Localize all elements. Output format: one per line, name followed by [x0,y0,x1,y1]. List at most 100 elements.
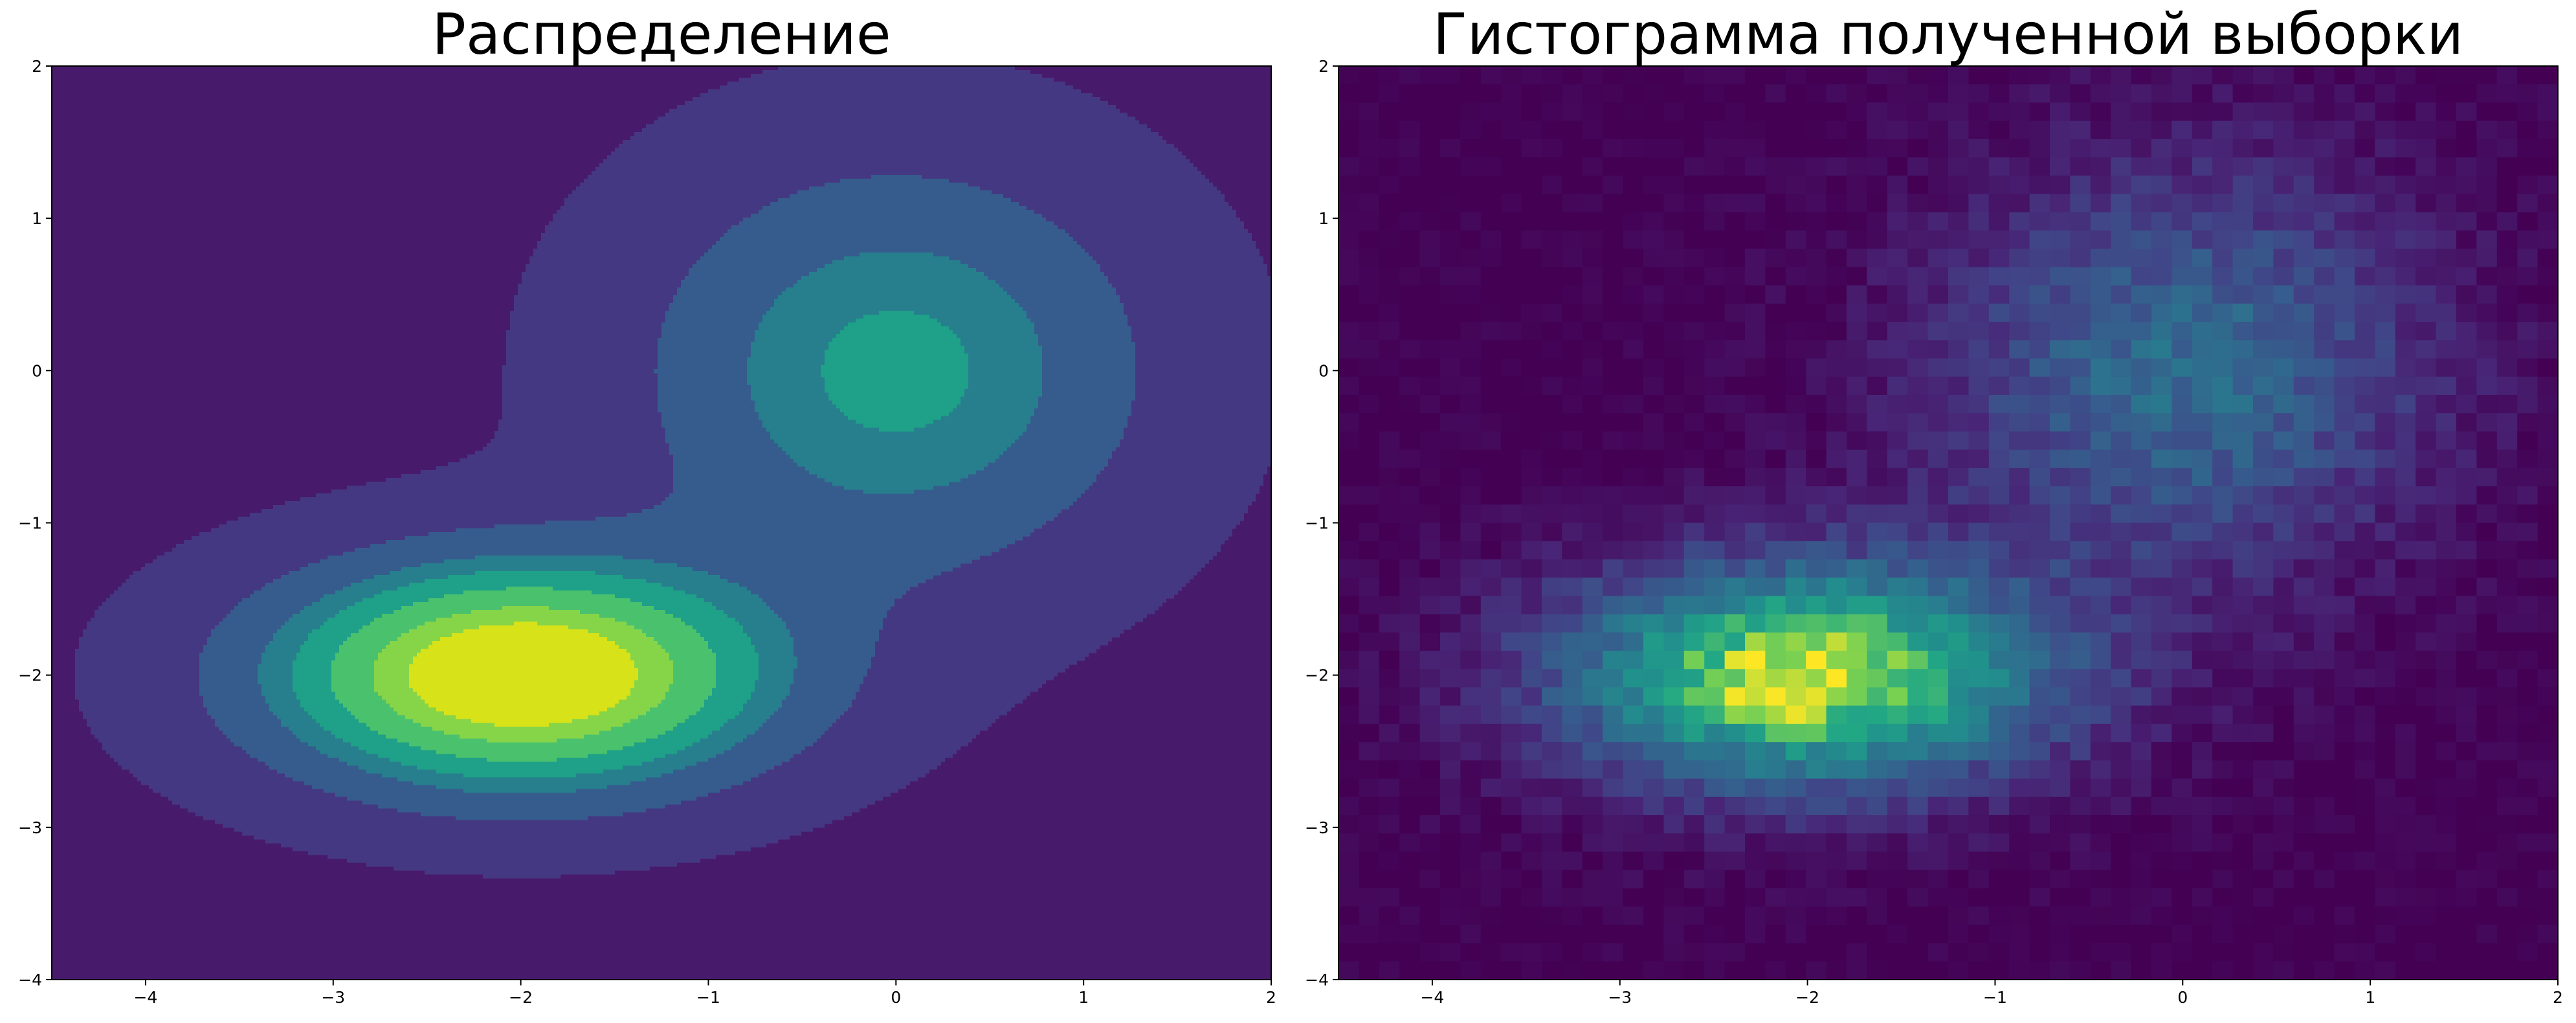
histogram-bin [1480,851,1502,871]
histogram-bin [2029,267,2050,286]
histogram-bin [1460,651,1482,669]
histogram-bin [1968,705,1990,725]
histogram-bin [1867,84,1888,104]
histogram-bin [1663,742,1685,761]
histogram-bin [1907,467,1929,487]
histogram-bin [2212,669,2234,688]
histogram-bin [1847,212,1867,231]
histogram-bin [2375,705,2396,725]
histogram-bin [2131,230,2152,249]
histogram-bin [1988,778,2010,798]
histogram-bin [2517,358,2538,377]
histogram-bin [1521,449,1542,469]
histogram-bin [2171,431,2193,451]
histogram-x-tick-label: −2 [1795,988,1819,1007]
histogram-bin [2415,504,2437,524]
histogram-bin [1603,194,1624,213]
histogram-bin [2537,541,2558,560]
histogram-bin [2212,687,2234,706]
histogram-bin [1440,906,1461,925]
histogram-bin [2212,467,2234,487]
histogram-bin [1359,614,1380,633]
histogram-bin [2192,796,2213,816]
histogram-bin [1663,249,1685,268]
contour-level-2 [199,175,1135,820]
histogram-bin [2436,267,2457,286]
histogram-bin [2212,504,2234,524]
histogram-bin [2212,651,2234,669]
histogram-bin [1785,851,1806,871]
histogram-bin [1480,431,1502,451]
histogram-bin [2293,778,2315,798]
histogram-bin [1887,705,1908,725]
histogram-bin [2334,431,2355,451]
histogram-bin [2029,66,2050,85]
histogram-bin [2171,687,2193,706]
histogram-bin [2496,523,2518,542]
histogram-bin [2456,925,2477,944]
histogram-bin [2334,851,2355,871]
histogram-bin [1847,760,1867,780]
histogram-bin [2050,815,2071,834]
histogram-bin [1826,833,1847,853]
histogram-bin [1501,778,1522,798]
histogram-bin [2496,267,2518,286]
histogram-bin [2375,815,2396,834]
histogram-bin [2090,742,2111,761]
histogram-bin [1948,157,1969,176]
histogram-bin [1887,340,1908,359]
histogram-bin [1826,267,1847,286]
histogram-bin [1460,449,1482,469]
histogram-bin [2090,322,2111,341]
histogram-bin [1542,303,1562,322]
histogram-bin [2355,687,2375,706]
histogram-bin [1603,267,1624,286]
histogram-bin [1704,870,1726,889]
histogram-bin [2111,230,2132,249]
histogram-bin [2314,669,2335,688]
histogram-bin [2456,559,2477,578]
histogram-bin [1948,651,1969,669]
histogram-bin [2293,486,2315,505]
histogram-bin [2171,943,2193,962]
histogram-bin [1399,267,1421,286]
histogram-bin [1724,723,1746,743]
histogram-bin [1683,303,1705,322]
histogram-plot-area [1338,66,2558,980]
histogram-bin [1867,449,1888,469]
histogram-bin [2232,66,2254,85]
histogram-bin [2334,120,2355,140]
histogram-bin [1847,742,1867,761]
histogram-bin [2355,851,2375,871]
histogram-bin [1582,139,1603,158]
histogram-bin [1663,504,1685,524]
histogram-bin [1480,632,1502,651]
histogram-bin [2436,340,2457,359]
histogram-bin [1704,449,1726,469]
histogram-bin [2131,431,2152,451]
histogram-bin [1887,687,1908,706]
histogram-bin [2436,394,2457,414]
histogram-bin [1988,632,2010,651]
histogram-bin [2334,651,2355,669]
histogram-bin [1419,578,1441,596]
histogram-bin [2171,340,2193,359]
histogram-bin [2415,467,2437,487]
histogram-bin [2029,431,2050,451]
histogram-bin [1806,394,1827,414]
histogram-bin [2192,267,2213,286]
histogram-bin [2009,778,2030,798]
histogram-bin [1562,596,1583,615]
histogram-bin [2415,687,2437,706]
histogram-bin [1562,687,1583,706]
histogram-bin [1501,687,1522,706]
histogram-bin [1826,157,1847,176]
histogram-bin [1440,943,1461,962]
histogram-bin [1948,340,1969,359]
histogram-bin [1887,815,1908,834]
histogram-bin [1480,760,1502,780]
histogram-bin [2070,413,2091,432]
histogram-bin [1968,267,1990,286]
histogram-bin [1460,541,1482,560]
histogram-bin [2192,541,2213,560]
